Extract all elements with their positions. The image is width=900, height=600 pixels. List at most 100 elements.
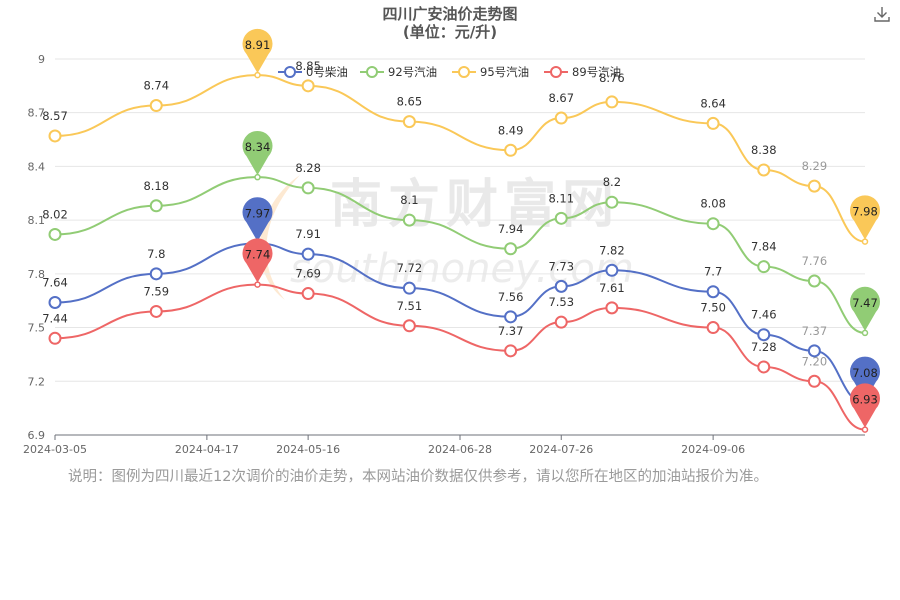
pin-label: 6.93	[852, 393, 878, 407]
axes: 6.9 7.2 7.5 7.8 8.1 8.4 8.7 9 2024-03-05 2024-04-…	[23, 53, 865, 456]
data-label: 7.53	[548, 295, 574, 309]
legend[interactable]: 0号柴油 92号汽油 95号汽油 89号汽油	[278, 65, 621, 79]
data-label: 7.20	[802, 354, 828, 368]
data-point	[504, 344, 518, 358]
data-point	[605, 301, 619, 315]
data-label: 8.65	[397, 95, 423, 109]
data-label: 8.29	[802, 159, 828, 173]
data-point	[605, 95, 619, 109]
data-point	[402, 319, 416, 333]
legend-item-label[interactable]: 89号汽油	[572, 65, 621, 79]
data-label: 7.73	[548, 259, 574, 273]
data-label: 8.2	[603, 175, 621, 189]
data-point	[554, 111, 568, 125]
chart-note: 说明：图例为四川最近12次调价的油价走势，本网站油价数据仅供参考，请以您所在地区…	[68, 469, 768, 485]
data-label: 7.28	[751, 340, 777, 354]
data-point	[504, 242, 518, 256]
data-point	[757, 328, 771, 342]
data-point	[402, 115, 416, 129]
data-label: 7.8	[147, 247, 165, 261]
data-point	[48, 129, 62, 143]
data-label: 7.76	[802, 254, 828, 268]
data-label: 8.02	[42, 207, 68, 221]
data-point	[48, 227, 62, 241]
data-label: 7.82	[599, 243, 625, 257]
data-point	[554, 315, 568, 329]
chart-title: 四川广安油价走势图	[382, 5, 517, 23]
data-label: 8.85	[295, 59, 321, 73]
data-point	[301, 79, 315, 93]
y-tick-label: 9	[38, 53, 45, 66]
data-point	[861, 329, 869, 337]
legend-symbol[interactable]	[366, 66, 378, 78]
pin-marker	[850, 195, 881, 240]
data-point	[301, 247, 315, 261]
data-label: 7.51	[397, 299, 423, 313]
data-point	[706, 321, 720, 335]
data-label: 8.57	[42, 109, 68, 123]
data-point	[301, 181, 315, 195]
watermark-logo	[259, 175, 300, 300]
data-label: 7.37	[498, 324, 524, 338]
data-point	[757, 260, 771, 274]
y-tick-label: 8.4	[28, 160, 46, 173]
y-tick-label: 6.9	[28, 429, 46, 442]
data-label: 8.64	[700, 96, 726, 110]
data-point	[254, 71, 261, 79]
data-label: 8.1	[400, 193, 418, 207]
data-label: 7.7	[704, 265, 722, 279]
legend-symbol[interactable]	[458, 66, 470, 78]
data-label: 7.37	[802, 324, 828, 338]
series-line-3	[54, 283, 866, 431]
x-tick-label: 2024-03-05	[23, 443, 87, 456]
legend-item-label[interactable]: 95号汽油	[480, 65, 529, 79]
pin-marker	[850, 286, 881, 331]
watermark-en-text: southmoney.com	[290, 246, 634, 292]
data-label: 7.72	[397, 261, 423, 275]
data-label: 7.59	[143, 284, 169, 298]
data-point	[861, 238, 869, 245]
data-point	[149, 304, 163, 318]
data-label: 8.74	[143, 79, 169, 93]
data-label: 7.56	[498, 290, 524, 304]
data-point	[757, 360, 771, 374]
data-point	[48, 331, 62, 345]
x-tick-label: 2024-07-26	[529, 443, 593, 456]
data-point	[861, 426, 869, 433]
download-icon[interactable]	[872, 4, 892, 24]
data-point	[402, 281, 416, 295]
legend-item-label[interactable]: 0号柴油	[306, 65, 348, 79]
data-label: 7.69	[295, 267, 321, 281]
data-point	[554, 279, 568, 293]
data-label: 8.67	[548, 91, 574, 105]
data-point	[301, 287, 315, 301]
data-point	[554, 211, 568, 225]
legend-item-label[interactable]: 92号汽油	[388, 65, 437, 79]
data-point	[504, 143, 518, 157]
watermark-cn-text: 南方财富网	[330, 175, 620, 235]
data-label: 8.18	[143, 179, 169, 193]
data-point	[706, 285, 720, 299]
data-point	[149, 99, 163, 113]
grid	[55, 58, 865, 436]
data-label: 8.28	[295, 161, 321, 175]
data-point	[605, 195, 619, 209]
pin-marker	[850, 383, 881, 428]
y-tick-label: 8.1	[28, 214, 46, 227]
x-tick-label: 2024-04-17	[175, 443, 239, 456]
data-label: 8.38	[751, 143, 777, 157]
pin-label: 7.08	[852, 366, 878, 380]
pin-marker	[242, 238, 273, 283]
data-point	[48, 295, 62, 309]
x-tick-label: 2024-09-06	[681, 443, 745, 456]
pin-label: 7.97	[245, 206, 271, 220]
x-tick-label: 2024-05-16	[276, 443, 340, 456]
legend-symbol[interactable]	[550, 66, 562, 78]
data-point	[504, 310, 518, 324]
legend-symbol[interactable]	[284, 66, 296, 78]
data-label: 8.11	[548, 191, 574, 205]
data-point	[254, 173, 261, 181]
data-point	[149, 267, 163, 281]
data-label: 8.76	[599, 71, 625, 85]
